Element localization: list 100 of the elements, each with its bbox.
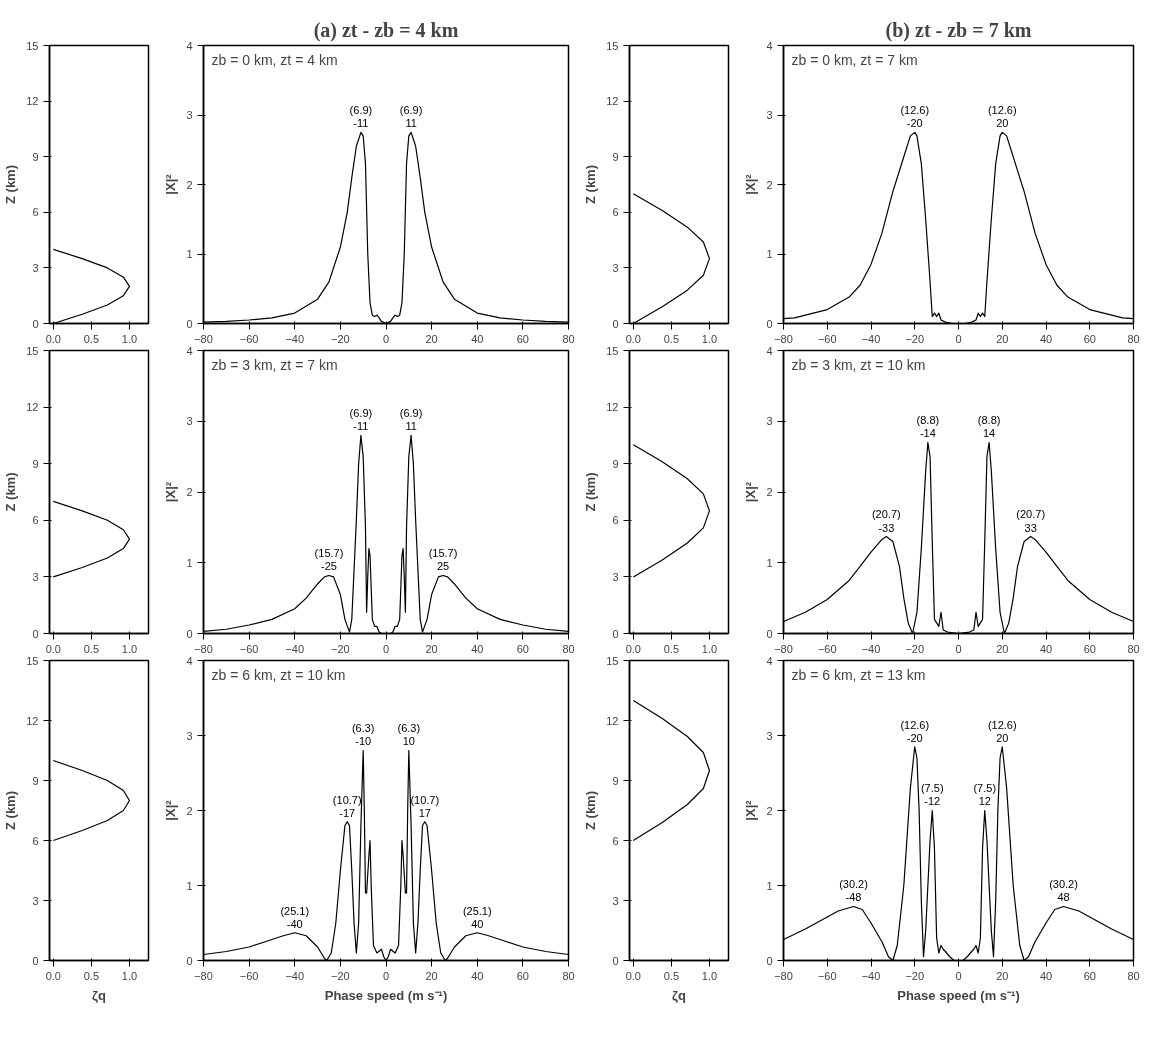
x-tick-label: 1.0 — [121, 332, 138, 345]
x-tick-label: −40 — [285, 642, 305, 655]
y-tick-label: 6 — [32, 206, 39, 219]
x-tick-label: 1.0 — [701, 332, 718, 345]
chart-subtitle: zb = 6 km, zt = 13 km — [791, 666, 926, 683]
x-tick-label: 0.5 — [83, 332, 100, 345]
y-tick-label: 0 — [766, 954, 773, 967]
annotation: (10.7) -17 — [332, 793, 362, 819]
x-tick-label: 0.0 — [625, 332, 641, 345]
x-tick-label: −60 — [239, 969, 259, 982]
x-tick-label: 0.5 — [663, 642, 680, 655]
x-tick-label: −40 — [861, 969, 881, 982]
y-tick-label: 12 — [606, 401, 619, 414]
x-tick-label: 20 — [425, 642, 438, 655]
annotation: (12.6) -20 — [900, 104, 930, 130]
y-tick-label: 3 — [32, 261, 39, 274]
annotation: (8.8) -14 — [916, 414, 940, 440]
y-tick-label: 12 — [26, 95, 39, 108]
x-axis-title: ζq — [672, 987, 687, 1003]
x-tick-label: −20 — [905, 642, 925, 655]
chart-subtitle: zb = 3 km, zt = 7 km — [211, 356, 338, 373]
y-tick-label: 1 — [186, 556, 193, 569]
y-tick-label: 12 — [606, 95, 619, 108]
y-tick-label: 3 — [186, 109, 193, 121]
x-tick-label: 20 — [996, 642, 1009, 655]
x-axis-title: ζq — [92, 987, 107, 1003]
y-tick-label: 1 — [766, 879, 773, 892]
annotation: (6.3) -10 — [351, 722, 375, 748]
x-tick-label: 20 — [996, 332, 1009, 345]
x-tick-label: −80 — [194, 969, 213, 982]
y-tick-label: 3 — [766, 109, 773, 121]
y-tick-label: 15 — [606, 654, 619, 667]
y-tick-label: 0 — [766, 627, 773, 640]
annotation: (12.6) -20 — [900, 718, 930, 744]
x-tick-label: 60 — [1083, 642, 1096, 655]
y-axis-title: Z (km) — [3, 472, 19, 512]
x-tick-label: 80 — [1127, 642, 1140, 655]
y-tick-label: 2 — [186, 486, 193, 498]
y-tick-label: 4 — [186, 654, 193, 667]
y-tick-label: 2 — [766, 178, 773, 191]
annotation: (20.7) 33 — [1016, 508, 1046, 534]
x-tick-label: −60 — [817, 969, 837, 982]
y-tick-label: 15 — [606, 344, 619, 357]
annotation: (6.3) 10 — [397, 722, 421, 748]
x-tick-label: 40 — [471, 332, 484, 345]
x-tick-label: −20 — [905, 332, 925, 345]
y-axis-title: Z (km) — [583, 791, 599, 830]
y-tick-label: 0 — [32, 317, 39, 330]
y-tick-label: 6 — [612, 834, 619, 847]
y-tick-label: 9 — [612, 457, 619, 470]
x-tick-label: 40 — [471, 969, 484, 982]
x-tick-label: 60 — [1083, 969, 1096, 982]
y-tick-label: 1 — [766, 556, 773, 569]
chart-subtitle: zb = 3 km, zt = 10 km — [791, 356, 926, 373]
x-tick-label: −80 — [774, 642, 793, 655]
x-tick-label: −20 — [331, 969, 350, 982]
y-tick-label: 6 — [612, 514, 619, 527]
y-tick-label: 3 — [32, 570, 39, 583]
x-tick-label: −60 — [817, 642, 837, 655]
y-axis-title: |X|² — [743, 799, 759, 821]
x-tick-label: −80 — [194, 642, 213, 655]
y-axis-title: Z (km) — [583, 472, 599, 512]
y-tick-label: 1 — [766, 248, 773, 260]
x-tick-label: 0.0 — [45, 332, 61, 345]
annotation: (15.7) -25 — [314, 547, 344, 573]
x-tick-label: −60 — [239, 642, 259, 655]
annotation: (12.6) 20 — [987, 104, 1017, 130]
y-tick-label: 12 — [606, 714, 619, 727]
y-axis-title: |X|² — [163, 799, 179, 821]
x-tick-label: 20 — [425, 332, 438, 345]
x-axis-title: Phase speed (m s⁻¹) — [324, 987, 448, 1003]
y-tick-label: 6 — [612, 206, 619, 219]
y-tick-label: 3 — [612, 261, 619, 274]
annotation: (12.6) 20 — [987, 718, 1017, 744]
y-tick-label: 0 — [612, 317, 619, 330]
y-axis-title: |X|² — [163, 481, 179, 503]
y-tick-label: 9 — [32, 774, 39, 787]
y-tick-label: 0 — [186, 954, 193, 967]
y-tick-label: 1 — [186, 248, 193, 260]
x-tick-label: 40 — [1039, 642, 1053, 655]
chart-subtitle: zb = 0 km, zt = 4 km — [211, 51, 338, 68]
x-tick-label: −40 — [285, 332, 305, 345]
x-tick-label: 40 — [471, 642, 484, 655]
x-tick-label: −40 — [861, 642, 881, 655]
annotation: (30.2) 48 — [1049, 878, 1078, 904]
annotation: (7.5) 12 — [973, 782, 997, 808]
x-tick-label: 0 — [382, 642, 390, 655]
annotation: (30.2) -48 — [839, 878, 868, 904]
x-tick-label: 0 — [955, 332, 962, 345]
x-tick-label: 80 — [1127, 969, 1140, 982]
x-tick-label: −20 — [331, 332, 350, 345]
x-tick-label: 60 — [516, 969, 530, 982]
y-tick-label: 4 — [766, 39, 773, 52]
annotation: (6.9) -11 — [349, 407, 373, 433]
y-tick-label: 2 — [766, 804, 773, 817]
annotation: (7.5) -12 — [920, 782, 944, 808]
y-axis-title: |X|² — [163, 173, 179, 195]
annotation: (20.7) -33 — [871, 508, 901, 534]
y-tick-label: 12 — [26, 714, 39, 727]
y-tick-label: 2 — [766, 486, 773, 498]
